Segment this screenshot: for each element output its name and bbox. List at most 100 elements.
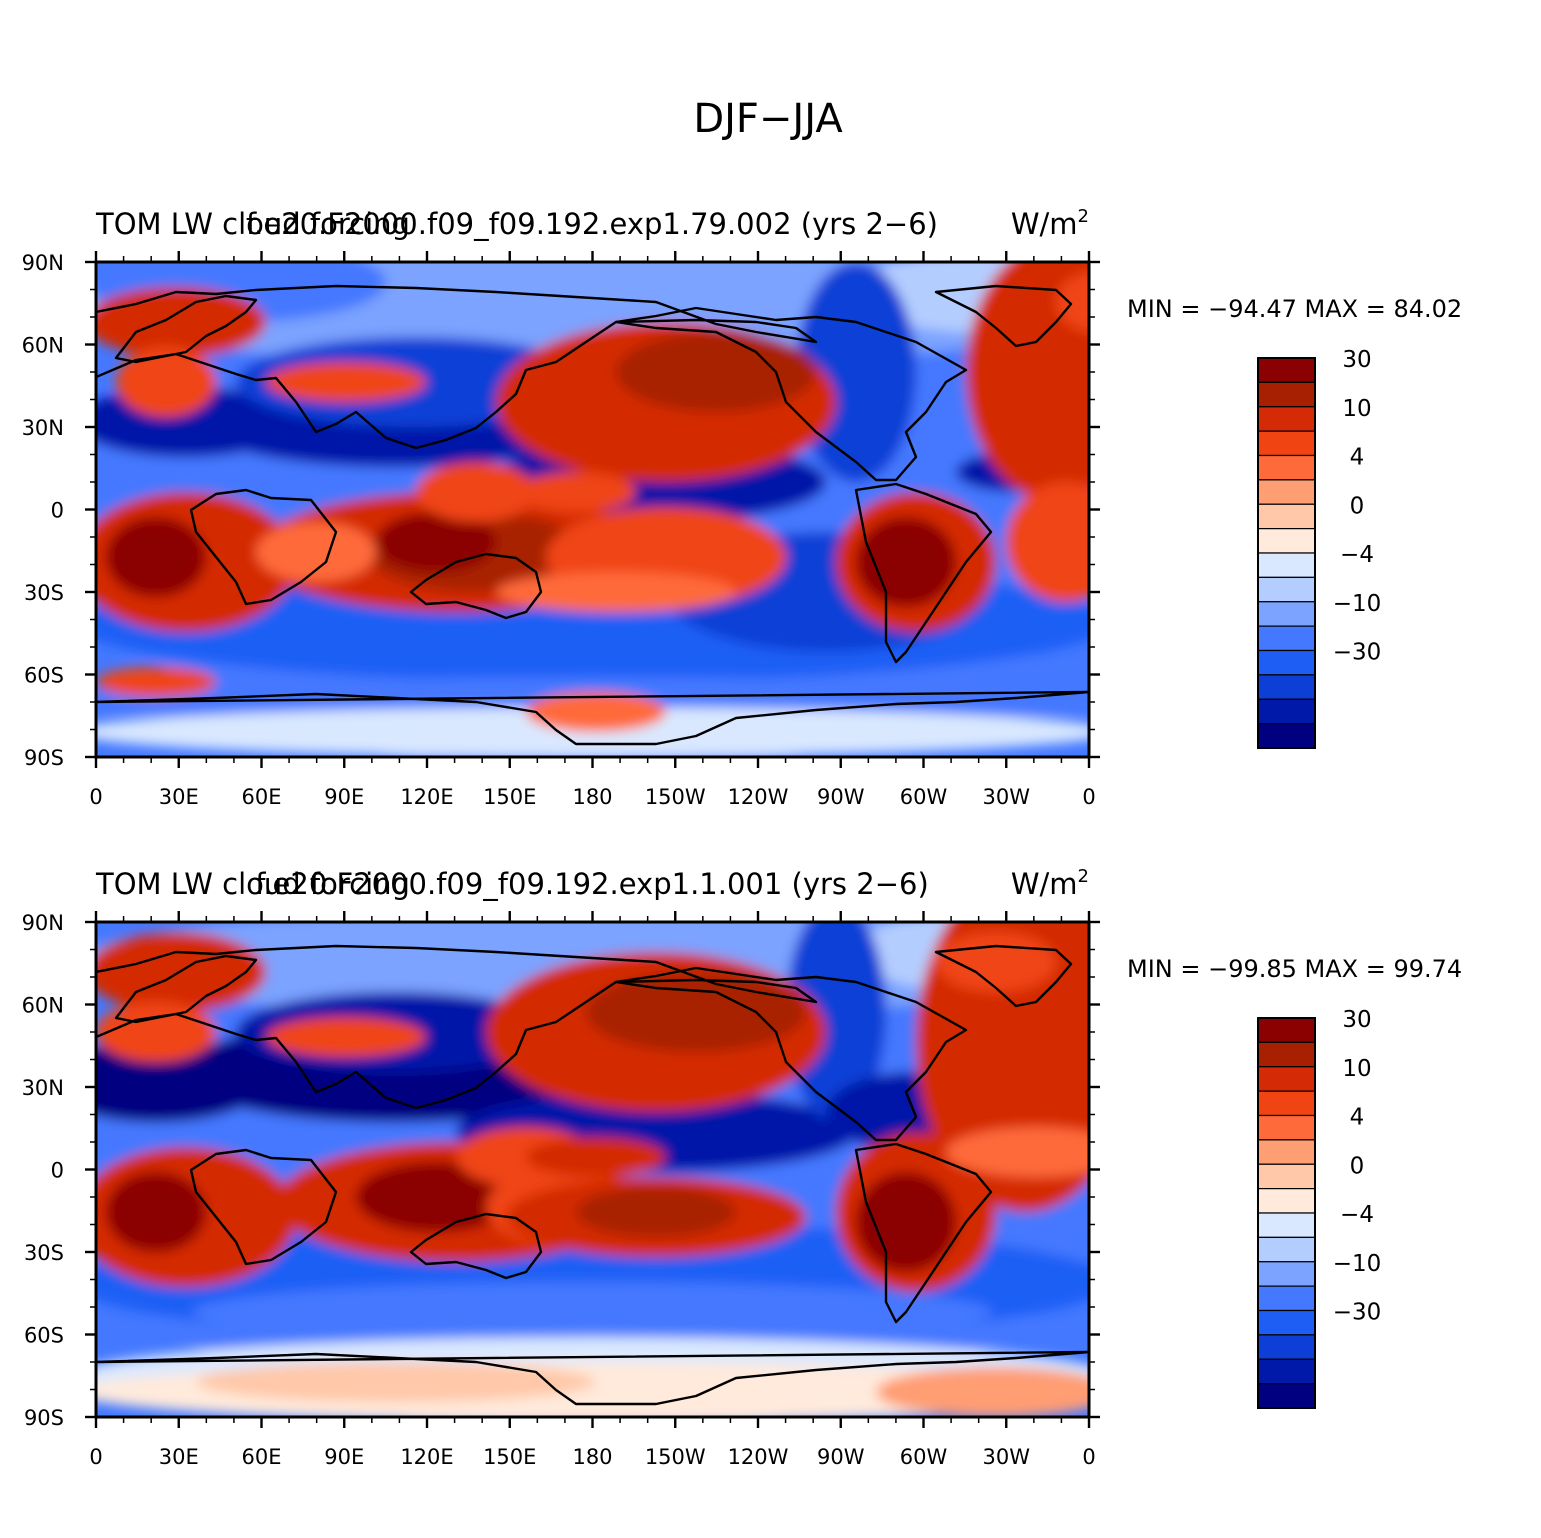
figure-title: DJF−JJA [693, 96, 843, 142]
colorbar-swatch [1257, 1114, 1316, 1141]
field-contour [516, 472, 636, 512]
coastline [96, 944, 818, 1110]
field-contour [106, 517, 206, 597]
field-contour [266, 1017, 426, 1057]
lat-tick-label: 90N [22, 251, 64, 275]
lat-tick-label: 30N [22, 1076, 64, 1100]
colorbar-swatch [1257, 1017, 1316, 1043]
colorbar-swatch [1257, 625, 1316, 652]
lon-tick-label: 180 [572, 1445, 612, 1469]
lon-tick-label: 0 [89, 1445, 102, 1469]
panel-2-map-field [96, 922, 1089, 1417]
colorbar-frame [1257, 1017, 1316, 1409]
colorbar-frame [1257, 357, 1316, 749]
lon-tick-label: 0 [1082, 785, 1095, 809]
field-contour [576, 1187, 736, 1237]
field-contour [376, 512, 496, 572]
coastline [854, 482, 993, 664]
field-contour [416, 462, 536, 522]
panel-2-colorbar: −30 −10 −4 0 4 10 30 [1257, 1007, 1382, 1409]
panel-1-field [96, 262, 1089, 757]
field-contour [116, 347, 216, 417]
colorbar-swatch [1257, 601, 1316, 627]
lon-tick-label: 60E [242, 785, 282, 809]
coastline [934, 944, 1073, 1008]
lat-tick-label: 60N [22, 334, 64, 358]
coastline [96, 690, 1089, 746]
colorbar-swatch [1257, 1334, 1316, 1360]
lat-tick-label: 60S [24, 664, 64, 688]
panel-2: TOM LW cloud forcing f.e20.F2000.f09_f09… [22, 866, 1463, 1469]
coastline [189, 488, 338, 606]
colorbar-swatch [1257, 1163, 1316, 1190]
colorbar-swatch [1257, 1383, 1316, 1409]
colorbar-label: −30 [1333, 1300, 1382, 1326]
lon-tick-label: 150W [645, 1445, 706, 1469]
field-contour [356, 1162, 516, 1232]
lat-tick-label: 30S [24, 1241, 64, 1265]
colorbar-swatch [1257, 649, 1316, 676]
lat-tick-label: 30S [24, 581, 64, 605]
field-contour [266, 362, 426, 402]
panel-1-colorbar: −30 −10 −4 0 4 10 30 [1257, 347, 1382, 749]
lat-tick-label: 90S [24, 746, 64, 770]
colorbar-label: 4 [1350, 1105, 1365, 1131]
field-contour [526, 692, 666, 732]
field-contour [496, 572, 736, 612]
colorbar-swatch [1257, 1285, 1316, 1312]
colorbar-label: −10 [1333, 1251, 1382, 1277]
colorbar-swatch [1257, 576, 1316, 603]
colorbar-swatch [1257, 357, 1316, 383]
field-contour [786, 922, 886, 1122]
colorbar-swatch [1257, 503, 1316, 530]
panel-1-axes: 90N 60N 30N 0 30S 60S 90S 0 30E 60E 90E 120E 150E 180… [22, 251, 1100, 809]
colorbar-swatch [1257, 479, 1316, 505]
panel-2-minmax: MIN = −99.85 MAX = 99.74 [1127, 955, 1462, 983]
colorbar-swatch [1257, 674, 1316, 700]
coastline [614, 966, 968, 1142]
lat-tick-label: 0 [51, 499, 64, 523]
lon-tick-label: 150W [645, 785, 706, 809]
field-contour [106, 1172, 206, 1252]
field-contour [876, 1367, 1089, 1417]
panel-2-coastlines [96, 944, 1089, 1406]
panel-2-axes: 90N 60N 30N 0 30S 60S 90S 0 30E 60E 90E 120E 150E 180… [22, 911, 1100, 1469]
colorbar-label: −10 [1333, 591, 1382, 617]
colorbar-swatch [1257, 1139, 1316, 1165]
lon-tick-label: 150E [483, 785, 536, 809]
lon-tick-label: 30E [159, 1445, 199, 1469]
colorbar-swatch [1257, 430, 1316, 457]
coastline [409, 1212, 543, 1280]
coastline [934, 284, 1073, 348]
colorbar-label: 10 [1342, 1056, 1371, 1082]
lon-tick-label: 30E [159, 785, 199, 809]
field-contour [616, 332, 816, 412]
colorbar-label: −30 [1333, 640, 1382, 666]
field-contour [96, 1002, 216, 1062]
colorbar-swatch [1257, 1041, 1316, 1068]
colorbar-label: 10 [1342, 396, 1371, 422]
colorbar-swatch [1257, 454, 1316, 481]
field-contour [256, 522, 376, 582]
coastline [114, 294, 258, 364]
lat-tick-label: 60N [22, 994, 64, 1018]
panel-1-coastlines [96, 284, 1089, 746]
colorbar-swatch [1257, 381, 1316, 408]
lon-tick-label: 60E [242, 1445, 282, 1469]
lat-tick-label: 60S [24, 1324, 64, 1348]
field-contour [526, 1137, 666, 1177]
colorbar-label: 0 [1350, 493, 1365, 519]
panel-1-minmax: MIN = −94.47 MAX = 84.02 [1127, 295, 1462, 323]
field-contours [96, 262, 1089, 757]
colorbar-swatch [1257, 1090, 1316, 1117]
lon-tick-label: 120W [728, 1445, 789, 1469]
lon-tick-label: 120E [400, 1445, 453, 1469]
colorbar-swatch [1257, 1066, 1316, 1092]
lon-tick-label: 0 [89, 785, 102, 809]
field-contour [96, 667, 216, 697]
lon-tick-label: 90E [324, 1445, 364, 1469]
lon-tick-label: 30W [983, 1445, 1031, 1469]
lon-tick-label: 120W [728, 785, 789, 809]
colorbar-swatch [1257, 1236, 1316, 1263]
